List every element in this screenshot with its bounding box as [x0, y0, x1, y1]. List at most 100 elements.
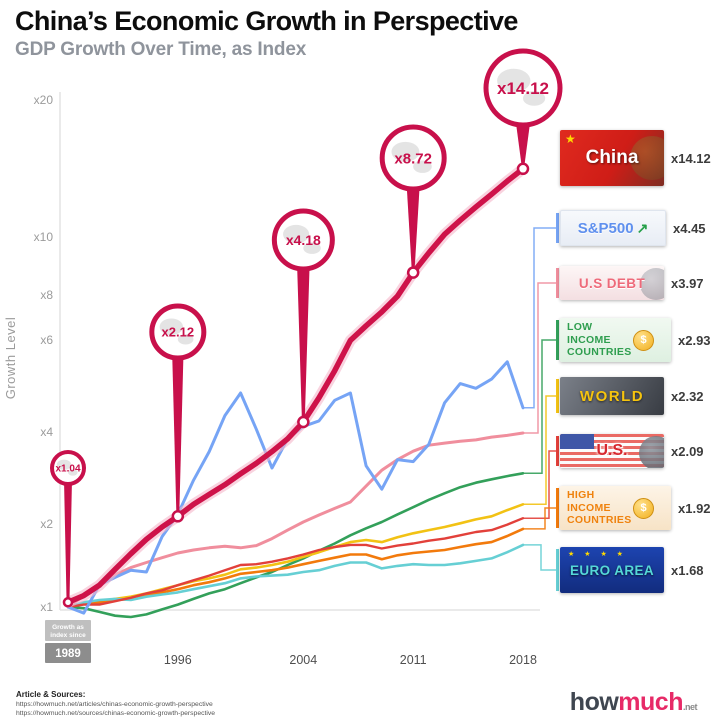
balloon-map-icon: [523, 90, 546, 106]
logo-net: .net: [682, 702, 698, 712]
legend-connector-s-p500: [524, 227, 556, 409]
source-url-sources[interactable]: https://howmuch.net/sources/chinas-econo…: [16, 709, 216, 717]
china-flag-star-icon: ★: [565, 132, 576, 146]
x-tick-label: 1996: [164, 653, 192, 667]
legend-value-us: x2.09: [671, 443, 704, 459]
logo-much: much: [618, 688, 683, 716]
legend-connector-euro-area: [524, 544, 556, 571]
legend-row-high-income: HIGH INCOME COUNTRIES $ x1.92: [560, 486, 712, 530]
growth-arrow-icon: ↗: [636, 219, 649, 236]
legend-label-world: WORLD: [579, 387, 645, 405]
y-axis-title: Growth Level: [3, 317, 18, 400]
page-title: China’s Economic Growth in Perspective: [15, 6, 518, 36]
balloon-map-icon: [283, 224, 310, 244]
svg-text:x4.18: x4.18: [286, 232, 321, 248]
balloon-map-icon: [177, 334, 194, 345]
balloon-map-icon: [68, 469, 78, 476]
legend-badge-us-debt: U.S DEBT: [560, 266, 664, 300]
milestone-marker: [171, 510, 185, 523]
legend-badge-world: WORLD: [560, 377, 664, 415]
legend-row-world: WORLD x2.32: [560, 377, 712, 415]
legend-connector-low-income-countries: [524, 339, 556, 475]
legend-row-us-debt: U.S DEBT x3.97: [560, 266, 712, 300]
legend-label-china: China: [585, 147, 639, 168]
balloon-map-icon: [413, 160, 432, 173]
legend-badge-euro-area: ★ ★ ★ ★ EURO AREA: [560, 547, 664, 593]
legend-badge-low-income: LOW INCOME COUNTRIES $: [560, 318, 671, 362]
legend-row-euro-area: ★ ★ ★ ★ EURO AREA x1.68: [560, 547, 712, 593]
y-tick-label: x2: [40, 517, 53, 531]
y-tick-label: x4: [40, 425, 53, 439]
legend-badge-china: ★ China: [560, 130, 664, 186]
header: China’s Economic Growth in Perspective G…: [15, 6, 518, 61]
legend-label-us-debt: U.S DEBT: [578, 275, 646, 291]
legend-connector-high-income-countries: [524, 507, 556, 530]
legend-connector-u-s-debt: [524, 282, 556, 434]
legend-row-low-income: LOW INCOME COUNTRIES $ x2.93: [560, 318, 712, 362]
source-url-article[interactable]: https://howmuch.net/articles/chinas-econ…: [16, 700, 213, 708]
balloon-2004: x4.18: [271, 208, 335, 429]
milestone-marker: [516, 162, 530, 176]
coin-icon: $: [633, 497, 654, 519]
milestone-marker: [297, 415, 310, 429]
series-line-low-income-countries: [66, 472, 525, 619]
legend-value-sp500: x4.45: [673, 220, 706, 236]
milestone-marker: [62, 597, 74, 608]
series-line-euro-area: [66, 543, 525, 609]
balloon-map-icon: [497, 68, 531, 93]
legend-connector-world: [524, 395, 556, 506]
y-tick-label: x8: [40, 288, 53, 302]
legend-badge-us: U.S.: [560, 434, 664, 468]
legend-label-low-income: LOW INCOME COUNTRIES: [567, 321, 632, 359]
svg-text:x1.04: x1.04: [55, 464, 80, 475]
sources-heading: Article & Sources:: [16, 689, 86, 699]
balloon-1996: x2.12: [149, 303, 207, 523]
legend-row-us: U.S. x2.09: [560, 434, 712, 468]
series-line-u-s: [66, 517, 525, 609]
x-tick-label: 2018: [509, 653, 537, 667]
legend-value-world: x2.32: [671, 388, 704, 404]
legend-badge-sp500: S&P500 ↗: [560, 210, 666, 246]
legend-value-china: x14.12: [671, 150, 711, 166]
sources-block: Article & Sources: https://howmuch.net/a…: [16, 690, 215, 718]
svg-text:x8.72: x8.72: [394, 150, 432, 167]
y-tick-label: x10: [34, 230, 54, 244]
legend-value-high-income: x1.92: [678, 500, 711, 516]
legend-label-high-income: HIGH INCOME COUNTRIES: [567, 489, 632, 527]
svg-text:x14.12: x14.12: [497, 79, 549, 98]
legend-row-sp500: S&P500 ↗ x4.45: [560, 210, 712, 246]
howmuch-logo[interactable]: howmuch.net: [569, 688, 698, 717]
x-tick-label: 2004: [289, 653, 317, 667]
legend-row-china: ★ China x14.12: [560, 130, 712, 186]
balloon-2011: x8.72: [379, 124, 447, 279]
legend-label-euro-area: EURO AREA: [569, 562, 655, 578]
balloon-map-icon: [391, 141, 420, 162]
footer: Article & Sources: https://howmuch.net/a…: [0, 681, 715, 723]
series-line-u-s-debt: [66, 431, 525, 609]
series-line-china: [65, 166, 526, 606]
balloon-map-icon: [303, 242, 321, 254]
balloon-1989: x1.04: [50, 450, 86, 608]
y-tick-label: x1: [40, 600, 53, 614]
x-tick-label: 2011: [400, 653, 427, 667]
svg-text:index since: index since: [50, 632, 86, 639]
balloon-map-icon: [56, 459, 72, 470]
legend-label-us: U.S.: [596, 442, 628, 459]
milestone-balloons: x1.04 x2.12 x4.18 x8.72 x14.12: [50, 48, 563, 608]
legend-badge-high-income: HIGH INCOME COUNTRIES $: [560, 486, 671, 530]
page-subtitle: GDP Growth Over Time, as Index: [15, 39, 307, 60]
logo-how: how: [569, 688, 619, 716]
legend-value-euro-area: x1.68: [671, 562, 704, 578]
y-tick-label: x6: [40, 333, 53, 347]
balloon-2018: x14.12: [483, 48, 563, 176]
svg-text:1989: 1989: [55, 648, 81, 660]
balloon-map-icon: [159, 318, 184, 336]
milestone-marker: [406, 266, 420, 279]
legend-label-sp500: S&P500: [577, 219, 634, 237]
eu-stars-icon: ★ ★ ★ ★: [568, 551, 627, 558]
